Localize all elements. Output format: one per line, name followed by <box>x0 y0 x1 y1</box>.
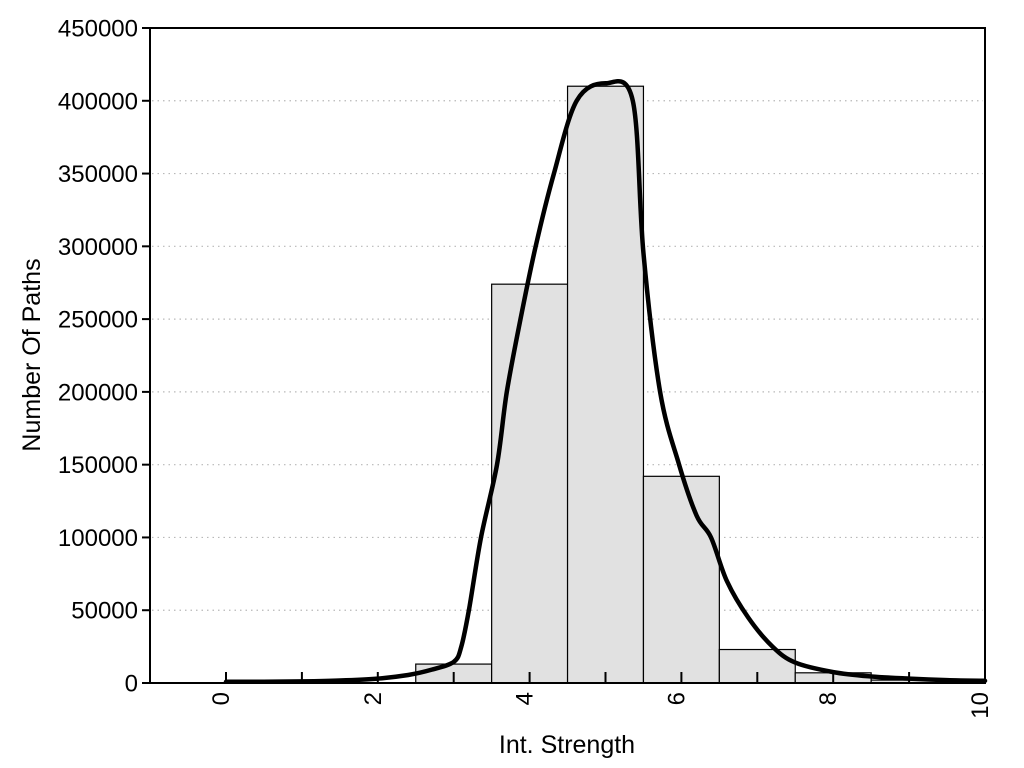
plot-frame <box>149 27 986 684</box>
x-tick-label: 2 <box>360 692 387 705</box>
x-tick-label: 0 <box>208 692 235 705</box>
y-tick-label: 50000 <box>71 598 138 625</box>
y-tick-label: 200000 <box>58 379 138 406</box>
y-tick-label: 300000 <box>58 234 138 261</box>
y-tick-label: 400000 <box>58 88 138 115</box>
y-axis-title: Number Of Paths <box>18 258 46 451</box>
histogram-bar <box>491 283 569 684</box>
x-tick-label: 6 <box>663 692 690 705</box>
gridlines-group <box>152 100 983 611</box>
y-tick-label: 100000 <box>58 525 138 552</box>
y-tick-label: 450000 <box>58 16 138 43</box>
tick-labels-group: 0 50000 100000 150000 200000 250000 300000 3500… <box>58 16 994 719</box>
histogram-bar <box>566 85 645 684</box>
x-tick-label: 10 <box>967 692 994 719</box>
histogram-bars-group <box>415 85 948 684</box>
y-tick-label: 350000 <box>58 161 138 188</box>
histogram-bar <box>642 475 720 684</box>
ticks-group <box>142 27 986 684</box>
y-tick-label: 150000 <box>58 452 138 479</box>
x-axis-title: Int. Strength <box>499 731 635 759</box>
x-tick-label: 8 <box>815 692 842 705</box>
y-tick-label: 0 <box>125 671 138 698</box>
density-curve <box>223 79 988 685</box>
y-tick-label: 250000 <box>58 307 138 334</box>
x-tick-label: 4 <box>512 692 539 705</box>
